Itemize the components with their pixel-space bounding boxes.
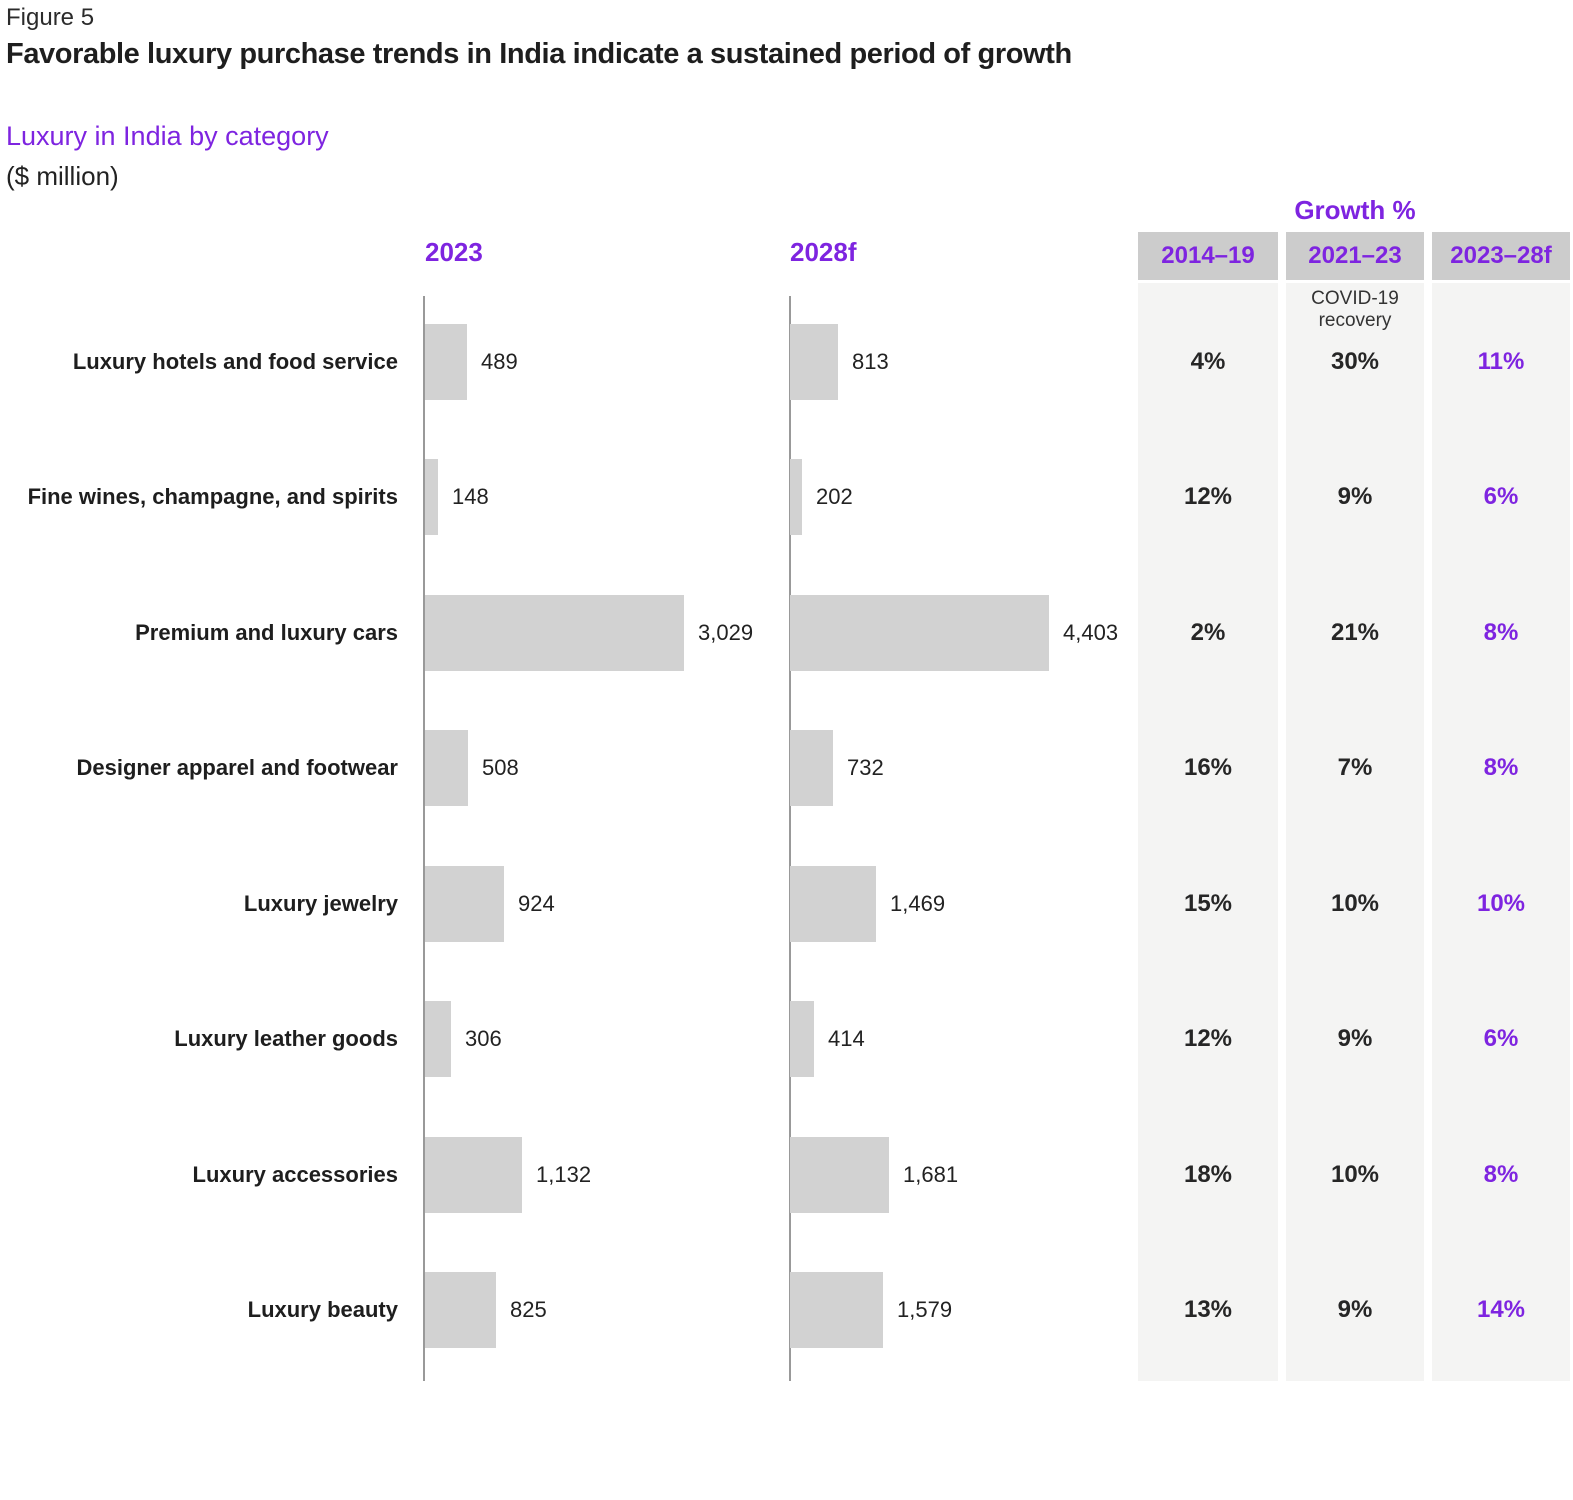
- growth-value: 12%: [1183, 483, 1233, 510]
- growth-value: 9%: [1337, 1025, 1373, 1052]
- bar-2023: [425, 1137, 522, 1213]
- bar-value-2023: 924: [518, 891, 555, 916]
- bar-2023: [425, 866, 504, 942]
- category-label: Luxury accessories: [192, 1162, 398, 1187]
- category-label: Fine wines, champagne, and spirits: [27, 484, 398, 509]
- bar-value-2028f: 1,579: [897, 1297, 953, 1322]
- figure-title: Favorable luxury purchase trends in Indi…: [6, 38, 1072, 70]
- growth-col-header-2021-23: 2021–23: [1286, 232, 1424, 280]
- growth-value: 21%: [1330, 619, 1380, 646]
- column-header-2028f: 2028f: [790, 237, 857, 267]
- growth-value: 9%: [1337, 483, 1373, 510]
- growth-value: 10%: [1330, 890, 1380, 917]
- growth-column-bg: [1286, 283, 1424, 1381]
- bar-value-2028f: 732: [847, 755, 884, 780]
- bar-2028f: [790, 1137, 889, 1213]
- growth-value: 10%: [1330, 1161, 1380, 1188]
- category-label: Luxury leather goods: [174, 1026, 398, 1051]
- bar-value-2028f: 4,403: [1063, 620, 1119, 645]
- bar-2028f: [790, 866, 876, 942]
- chart-unit-label: ($ million): [6, 161, 119, 191]
- growth-value: 30%: [1330, 348, 1380, 375]
- bar-value-2028f: 1,681: [903, 1162, 959, 1187]
- covid-recovery-note: COVID-19 recovery: [1311, 288, 1399, 331]
- bar-value-2023: 489: [481, 349, 518, 374]
- bar-value-2023: 3,029: [698, 620, 754, 645]
- bar-2028f: [790, 324, 838, 400]
- chart-subtitle: Luxury in India by category: [6, 121, 329, 151]
- bar-2028f: [790, 595, 1049, 671]
- bar-2023: [425, 324, 467, 400]
- bar-2023: [425, 1272, 496, 1348]
- category-label: Premium and luxury cars: [135, 620, 398, 645]
- growth-value: 11%: [1477, 348, 1525, 375]
- bar-value-2028f: 202: [816, 484, 853, 509]
- bar-value-2023: 148: [452, 484, 489, 509]
- growth-value: 4%: [1190, 348, 1226, 375]
- growth-value: 8%: [1483, 619, 1519, 646]
- bar-2028f: [790, 1272, 883, 1348]
- growth-value: 18%: [1183, 1161, 1233, 1188]
- bar-2028f: [790, 459, 802, 535]
- growth-col-header-2023-28f: 2023–28f: [1432, 232, 1570, 280]
- category-label: Designer apparel and footwear: [76, 755, 398, 780]
- bar-2023: [425, 730, 468, 806]
- bar-2028f: [790, 730, 833, 806]
- bar-2028f: [790, 1001, 814, 1077]
- bar-value-2023: 825: [510, 1297, 547, 1322]
- growth-value: 15%: [1183, 890, 1233, 917]
- growth-col-header-2014-19: 2014–19: [1138, 232, 1278, 280]
- bar-2023: [425, 595, 684, 671]
- growth-value: 8%: [1483, 754, 1519, 781]
- figure-eyebrow: Figure 5: [6, 4, 95, 31]
- growth-value: 10%: [1476, 890, 1526, 917]
- category-label: Luxury hotels and food service: [72, 349, 398, 374]
- growth-value: 13%: [1183, 1296, 1233, 1323]
- growth-value: 2%: [1190, 619, 1226, 646]
- growth-column-bg: [1138, 283, 1278, 1381]
- bar-value-2028f: 813: [852, 349, 889, 374]
- category-label: Luxury jewelry: [243, 891, 398, 916]
- bar-value-2023: 306: [465, 1026, 502, 1051]
- column-header-2023: 2023: [425, 237, 483, 267]
- bar-value-2023: 508: [482, 755, 519, 780]
- growth-value: 14%: [1476, 1296, 1526, 1323]
- bar-2023: [425, 459, 438, 535]
- growth-column-bg: [1432, 283, 1570, 1381]
- growth-value: 12%: [1183, 1025, 1233, 1052]
- category-label: Luxury beauty: [247, 1297, 398, 1322]
- growth-value: 9%: [1337, 1296, 1373, 1323]
- growth-section-title: Growth %: [1294, 195, 1416, 225]
- growth-value: 6%: [1483, 1025, 1519, 1052]
- growth-value: 16%: [1183, 754, 1233, 781]
- bar-value-2023: 1,132: [536, 1162, 592, 1187]
- bar-2023: [425, 1001, 451, 1077]
- y-axis-2023: [423, 296, 425, 1381]
- growth-value: 7%: [1337, 754, 1373, 781]
- bar-value-2028f: 1,469: [890, 891, 946, 916]
- y-axis-2028f: [789, 296, 791, 1381]
- bar-value-2028f: 414: [828, 1026, 865, 1051]
- growth-value: 8%: [1483, 1161, 1519, 1188]
- growth-value: 6%: [1483, 483, 1519, 510]
